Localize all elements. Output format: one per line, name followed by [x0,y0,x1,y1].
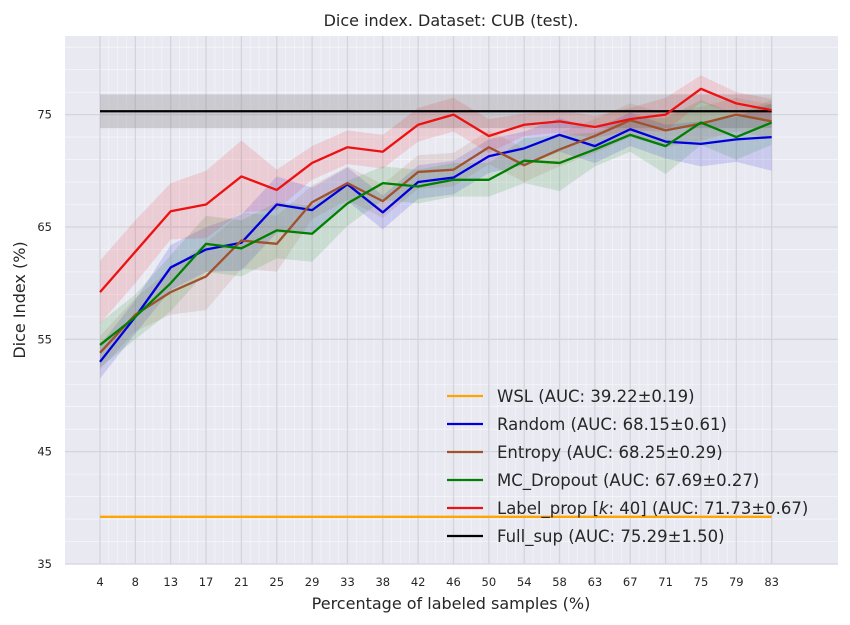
x-tick-label: 79 [729,575,744,589]
x-tick-label: 58 [552,575,567,589]
x-tick-label: 75 [694,575,709,589]
legend: WSL (AUC: 39.22±0.19) Random (AUC: 68.15±… [447,387,808,547]
x-tick-labels: 4 8 13 17 21 25 29 33 38 42 46 50 54 58 63 67 71 75 79 83 [96,575,779,589]
x-axis-label: Percentage of labeled samples (%) [312,594,591,613]
x-tick-label: 13 [163,575,178,589]
chart-title: Dice index. Dataset: CUB (test). [324,11,579,30]
x-tick-label: 4 [96,575,103,589]
y-tick-label: 35 [37,557,52,571]
series-line [99,128,772,363]
legend-label: Full_sup (AUC: 75.29±1.50) [497,527,725,547]
series-line [99,113,772,354]
series-line [99,87,772,293]
y-tick-label: 75 [37,108,52,122]
x-tick-label: 54 [517,575,532,589]
series-line [99,121,773,346]
x-tick-label: 71 [658,575,673,589]
legend-label: MC_Dropout (AUC: 67.69±0.27) [497,471,759,491]
y-axis-label: Dice Index (%) [10,241,29,358]
y-tick-label: 65 [37,220,52,234]
y-tick-labels: 35 45 55 65 75 [37,108,52,571]
series-lines [99,87,773,518]
x-tick-label: 17 [199,575,214,589]
plot-area [65,36,838,564]
x-tick-label: 63 [588,575,603,589]
confidence-band [100,75,772,324]
y-tick-label: 55 [37,332,52,346]
x-tick-label: 21 [234,575,249,589]
x-tick-label: 33 [340,575,355,589]
confidence-band [100,100,772,368]
legend-label: Label_prop [k: 40] (AUC: 71.73±0.67) [497,499,808,519]
x-tick-label: 46 [446,575,461,589]
x-tick-label: 83 [764,575,779,589]
x-tick-label: 38 [375,575,390,589]
confidence-band [100,103,772,379]
legend-label: WSL (AUC: 39.22±0.19) [497,387,695,406]
y-tick-label: 45 [37,445,52,459]
x-tick-label: 8 [132,575,139,589]
legend-label: Random (AUC: 68.15±0.61) [497,415,727,434]
x-tick-label: 50 [482,575,497,589]
x-tick-label: 29 [305,575,320,589]
x-tick-label: 42 [411,575,426,589]
legend-label: Entropy (AUC: 68.25±0.29) [497,443,723,462]
x-tick-label: 25 [269,575,284,589]
x-tick-label: 67 [623,575,638,589]
